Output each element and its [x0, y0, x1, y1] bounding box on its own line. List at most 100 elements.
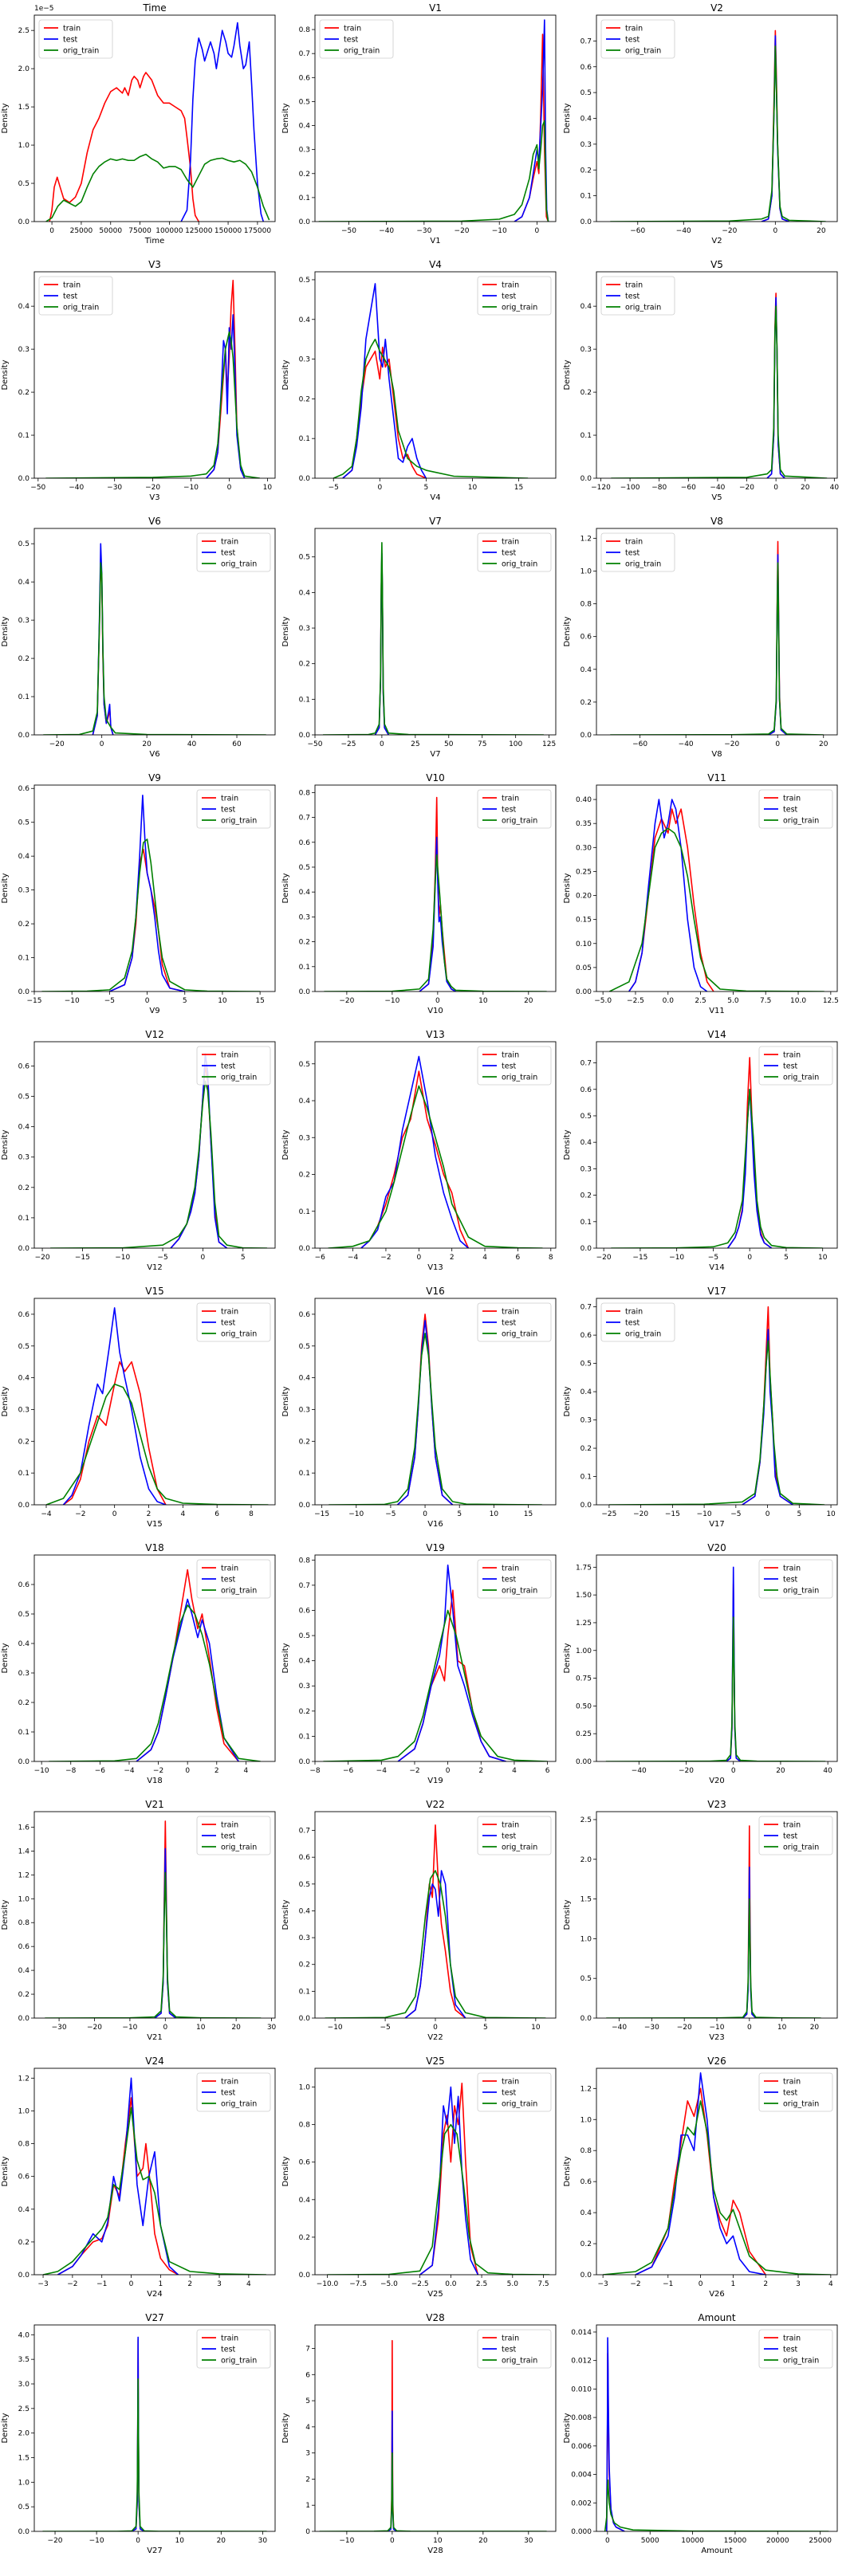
subplot-title-v5: V5	[710, 259, 723, 270]
x-tick-label: −4	[376, 1767, 388, 1775]
legend-label-orig-train: orig_train	[221, 1074, 257, 1082]
legend-label-orig-train: orig_train	[221, 2357, 257, 2366]
legend-label-train: train	[783, 1051, 801, 1060]
legend-box	[196, 1816, 271, 1855]
y-tick-label: 0.6	[299, 2159, 311, 2167]
y-tick-label: 0.2	[299, 1438, 310, 1446]
x-tick-label: 125	[542, 740, 556, 748]
x-tick-label: −80	[651, 484, 667, 492]
x-tick-label: 6	[516, 1254, 521, 1262]
legend-box	[758, 1559, 833, 1599]
y-axis-label: Density	[281, 873, 290, 903]
y-tick-label: 1.0	[18, 2107, 30, 2115]
subplot-v8: V8 −60 −40 −20 0 20 0.0 0.2 0.4 0.6 0.8 1.0 1.2 V8 Den…	[563, 516, 838, 759]
y-tick-label: 0.4	[18, 1375, 30, 1383]
subplot-v23: V23 −40 −30 −20 −10 0 10 20 0.0 0.5 1.0 1.5 2.0 2.5 V2…	[563, 1799, 838, 2042]
legend: train test orig_train	[758, 2329, 833, 2369]
series-line-test	[57, 2077, 179, 2275]
x-axis-label: V8	[711, 750, 722, 759]
legend-label-orig-train: orig_train	[625, 304, 661, 312]
x-tick-label: −10	[122, 2024, 137, 2032]
x-tick-label: 5	[797, 1510, 801, 1518]
y-tick-label: 0.0	[580, 732, 592, 740]
y-tick-label: 0.7	[299, 1828, 310, 1836]
legend-label-train: train	[221, 1565, 238, 1573]
y-tick-label: 0.5	[18, 1611, 30, 1619]
subplot-v15: V15 −4 −2 0 2 4 6 8 0.0 0.1 0.2 0.3 0.4 0.5 0.6 V15 Dens…	[1, 1286, 276, 1529]
legend: train test orig_train	[196, 1559, 271, 1599]
y-tick-label: 0.6	[18, 2174, 30, 2181]
legend: train test orig_train	[196, 789, 271, 829]
series-line-orig-train	[608, 827, 824, 992]
x-tick-label: 40	[187, 740, 197, 748]
y-tick-label: 0.0	[299, 1502, 311, 1510]
y-tick-label: 0.0	[18, 988, 30, 996]
x-tick-label: −10	[34, 1767, 49, 1775]
y-tick-label: 0.2	[580, 389, 592, 397]
x-tick-label: −6	[95, 1767, 106, 1775]
x-tick-label: 8	[249, 1510, 254, 1518]
x-tick-label: 2	[450, 1254, 455, 1262]
x-tick-label: 1	[158, 2280, 163, 2288]
y-tick-label: 0.1	[580, 432, 592, 440]
legend: train test orig_train	[477, 532, 552, 572]
x-tick-label: −40	[676, 227, 691, 235]
y-tick-label: 0.3	[18, 1406, 30, 1414]
y-tick-label: 0.6	[580, 2178, 592, 2186]
axes-frame	[33, 2067, 276, 2276]
legend: train test orig_train	[600, 1302, 675, 1342]
y-tick-label: 0.4	[299, 1375, 311, 1383]
y-tick-label: 1.5	[580, 1896, 592, 1904]
y-tick-label: 0.2	[580, 1192, 592, 1200]
x-tick-label: 0	[535, 227, 540, 235]
y-tick-label: 0.0	[580, 475, 592, 483]
y-tick-label: 3.5	[18, 2356, 30, 2364]
subplot-title-v11: V11	[707, 772, 726, 783]
y-tick-label: 1.00	[576, 1647, 592, 1655]
y-tick-label: 0.4	[299, 1098, 311, 1105]
axes-frame	[596, 271, 838, 479]
y-tick-label: 0.0	[580, 1502, 592, 1510]
x-tick-label: 10.0	[790, 997, 806, 1005]
x-tick-label: −10	[697, 1510, 712, 1518]
legend-box	[758, 1046, 833, 1086]
x-axis-label: V13	[427, 1263, 443, 1272]
subplot-v14: V14 −20 −15 −10 −5 0 5 10 0.0 0.1 0.2 0.3 0.4 0.5 0.6 0…	[563, 1029, 838, 1272]
y-tick-label: 4.0	[18, 2331, 30, 2339]
x-tick-label: 50	[444, 740, 454, 748]
legend-box	[196, 1559, 271, 1599]
y-tick-label: 0.1	[580, 1219, 592, 1227]
y-tick-label: 0.4	[580, 666, 592, 674]
x-tick-label: −1	[663, 2280, 673, 2288]
subplot-v2: V2 −60 −40 −20 0 20 0.0 0.1 0.2 0.3 0.4 0.5 0.6 0.7 V2…	[563, 2, 838, 245]
x-tick-label: −20	[49, 740, 65, 748]
y-tick-label: 0.30	[576, 844, 592, 852]
x-tick-label: −60	[630, 227, 645, 235]
x-tick-label: 10	[433, 2537, 443, 2545]
legend: train test orig_train	[477, 2072, 552, 2112]
y-tick-label: 0.7	[299, 50, 310, 58]
series-line-orig-train	[603, 2100, 831, 2275]
y-tick-label: 1.25	[576, 1620, 592, 1628]
legend-label-train: train	[221, 538, 238, 547]
x-axis-label: V6	[149, 750, 159, 759]
x-axis-label: V22	[427, 2033, 443, 2042]
x-tick-label: 30	[267, 2024, 277, 2032]
y-tick-label: 0.6	[18, 1062, 30, 1070]
y-tick-label: 0.5	[299, 1632, 310, 1640]
x-tick-label: 1	[731, 2280, 736, 2288]
x-axis-label: Time	[144, 237, 164, 245]
subplot-title-v24: V24	[145, 2056, 163, 2067]
x-tick-label: 5	[457, 1510, 462, 1518]
x-tick-label: 0.0	[663, 997, 675, 1005]
y-tick-label: 0.1	[299, 964, 310, 972]
x-tick-label: 30	[524, 2537, 533, 2545]
y-tick-label: 0.4	[18, 303, 30, 311]
series-line-train	[342, 346, 427, 478]
series-line-train	[404, 1824, 466, 2018]
y-tick-label: 0.1	[299, 1470, 310, 1478]
y-tick-label: 0.3	[580, 346, 592, 354]
x-tick-label: 20	[819, 740, 828, 748]
legend-label-train: train	[502, 1821, 519, 1830]
subplot-title-v17: V17	[707, 1286, 726, 1297]
